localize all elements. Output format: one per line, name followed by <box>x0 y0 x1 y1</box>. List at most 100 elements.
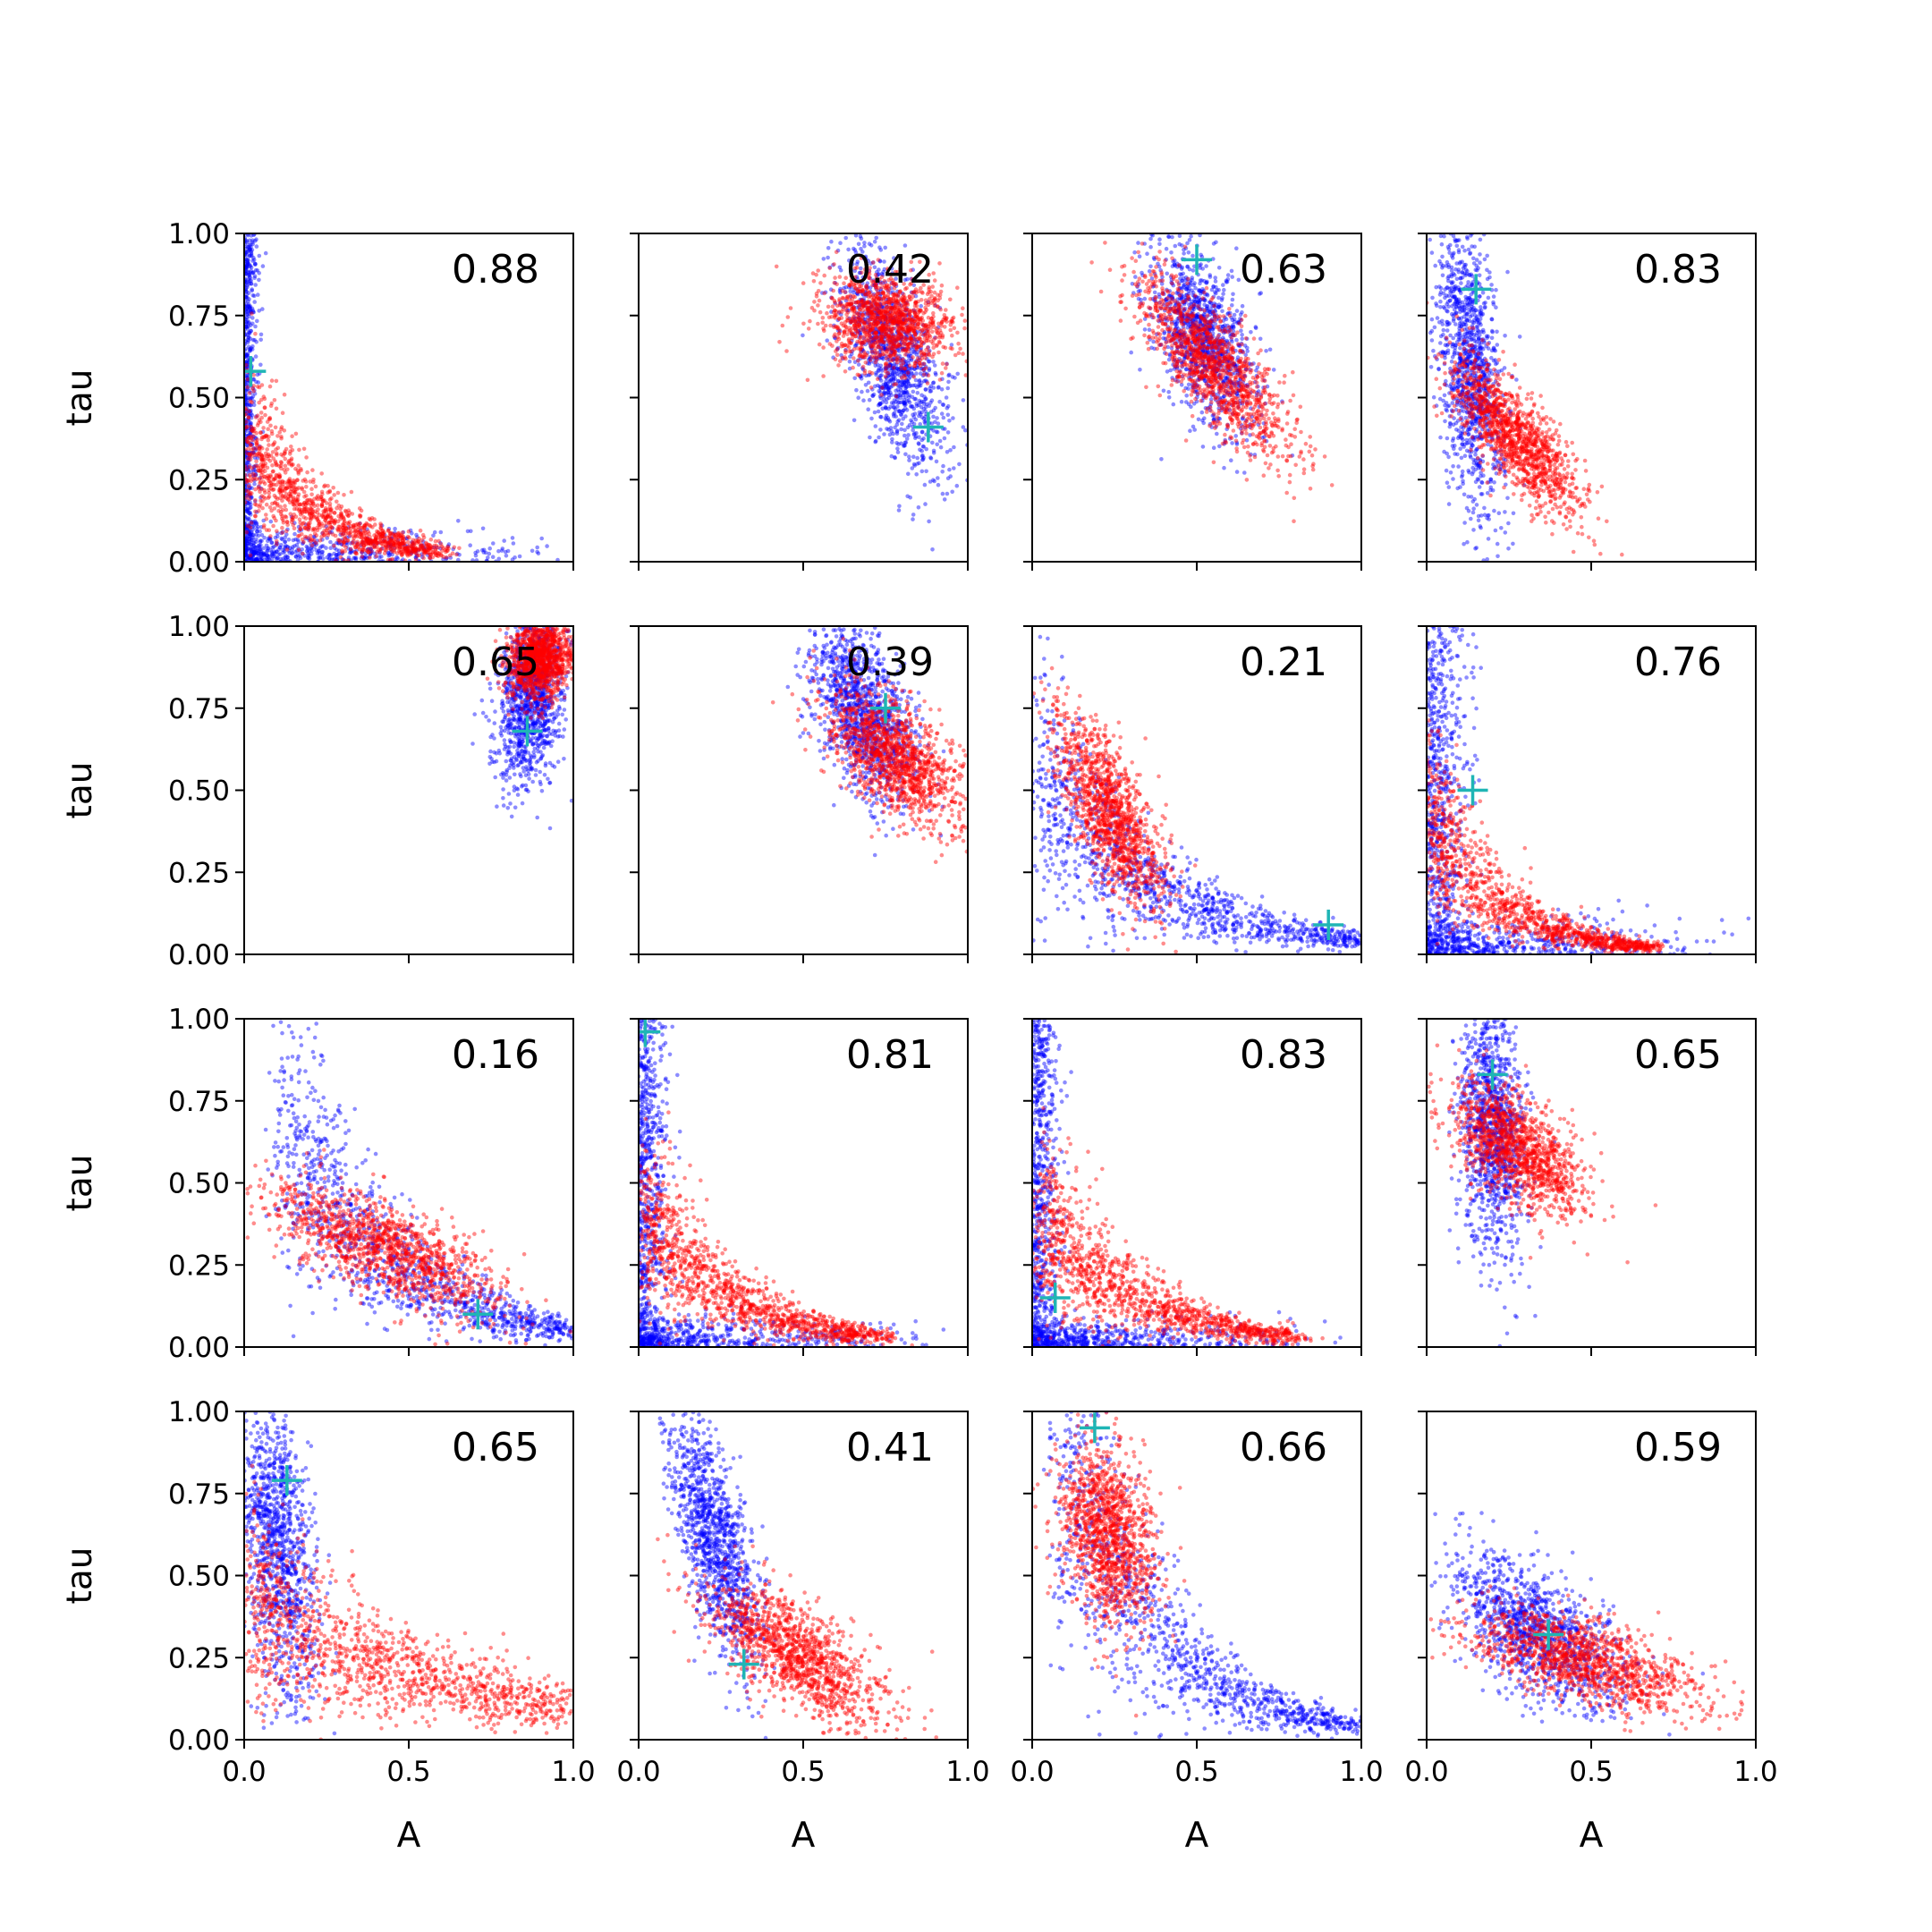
scatter-point <box>877 339 883 343</box>
scatter-point <box>255 423 260 428</box>
scatter-point <box>923 366 928 370</box>
scatter-point <box>337 540 343 545</box>
scatter-point <box>409 545 414 549</box>
scatter-point <box>255 545 259 550</box>
scatter-point <box>248 247 252 251</box>
scatter-point <box>386 546 391 550</box>
scatter-point <box>354 534 360 538</box>
scatter-point <box>441 546 445 550</box>
scatter-point <box>245 284 250 290</box>
scatter-point <box>280 530 285 535</box>
scatter-point <box>901 360 906 366</box>
scatter-point <box>922 378 927 384</box>
scatter-point <box>894 431 900 436</box>
scatter-point <box>291 515 295 521</box>
scatter-point <box>252 262 258 267</box>
scatter-point <box>866 309 871 314</box>
scatter-point <box>283 547 288 551</box>
scatter-point <box>921 399 927 404</box>
scatter-point <box>908 282 912 287</box>
scatter-point <box>253 354 258 359</box>
scatter-point <box>247 534 251 539</box>
scatter-point <box>822 273 826 278</box>
scatter-point <box>283 555 288 560</box>
scatter-point <box>310 512 315 517</box>
scatter-point <box>291 496 296 500</box>
scatter-point <box>419 543 424 548</box>
scatter-point <box>252 426 257 431</box>
scatter-point <box>323 518 327 522</box>
scatter-point <box>411 547 416 553</box>
scatter-point <box>378 521 383 526</box>
scatter-point <box>303 536 309 541</box>
scatter-point <box>906 343 911 347</box>
scatter-point <box>852 323 857 327</box>
scatter-point <box>907 384 912 389</box>
scatter-point <box>878 248 884 252</box>
scatter-point <box>901 393 905 398</box>
scatter-point <box>246 308 250 312</box>
scatter-point <box>400 533 404 538</box>
scatter-point <box>887 372 893 377</box>
scatter-point <box>865 292 869 297</box>
scatter-point <box>296 524 301 530</box>
scatter-point <box>369 540 374 545</box>
scatter-point <box>244 244 250 250</box>
scatter-point <box>244 407 249 412</box>
scatter-point <box>854 320 859 326</box>
scatter-point <box>835 282 839 287</box>
scatter-point <box>860 318 864 324</box>
scatter-point <box>244 546 249 551</box>
scatter-point <box>873 363 878 369</box>
scatter-point <box>883 374 888 379</box>
scatter-point <box>244 362 249 368</box>
scatter-point <box>902 282 906 286</box>
scatter-point <box>270 552 275 556</box>
scatter-point <box>907 423 912 428</box>
scatter-point <box>290 448 295 453</box>
scatter-point <box>923 324 928 329</box>
scatter-point <box>886 342 891 347</box>
scatter-point <box>902 365 907 370</box>
scatter-point <box>902 373 907 378</box>
scatter-point <box>830 296 835 301</box>
scatter-point <box>340 533 345 538</box>
scatter-point <box>856 320 860 325</box>
scatter-point <box>895 323 901 328</box>
scatter-point <box>382 537 387 541</box>
scatter-point <box>936 350 941 355</box>
scatter-point <box>847 301 852 307</box>
scatter-point <box>255 529 259 534</box>
scatter-point <box>857 323 861 327</box>
scatter-point <box>893 338 897 343</box>
scatter-point <box>907 366 911 371</box>
scatter-point <box>898 319 903 324</box>
scatter-point <box>873 337 877 342</box>
scatter-point <box>456 519 461 523</box>
scatter-point <box>395 556 400 561</box>
scatter-point <box>275 530 280 536</box>
scatter-point <box>903 382 909 386</box>
scatter-point <box>267 453 272 459</box>
scatter-point <box>409 551 414 555</box>
scatter-point <box>895 269 900 275</box>
scatter-point <box>885 383 889 388</box>
scatter-point <box>876 258 881 262</box>
scatter-point <box>413 547 419 553</box>
scatter-point <box>917 384 921 388</box>
scatter-point <box>911 412 915 418</box>
scatter-point <box>902 376 908 380</box>
scatter-point <box>378 532 383 537</box>
scatter-point <box>920 323 926 327</box>
scatter-point <box>250 442 255 447</box>
scatter-point <box>910 320 914 325</box>
scatter-point <box>954 483 960 488</box>
scatter-point <box>363 555 369 559</box>
scatter-point <box>927 352 932 358</box>
scatter-point <box>894 345 900 350</box>
scatter-point <box>882 353 887 359</box>
scatter-point <box>881 323 886 327</box>
scatter-point <box>922 340 927 344</box>
scatter-point <box>249 424 253 429</box>
scatter-point <box>260 505 265 511</box>
